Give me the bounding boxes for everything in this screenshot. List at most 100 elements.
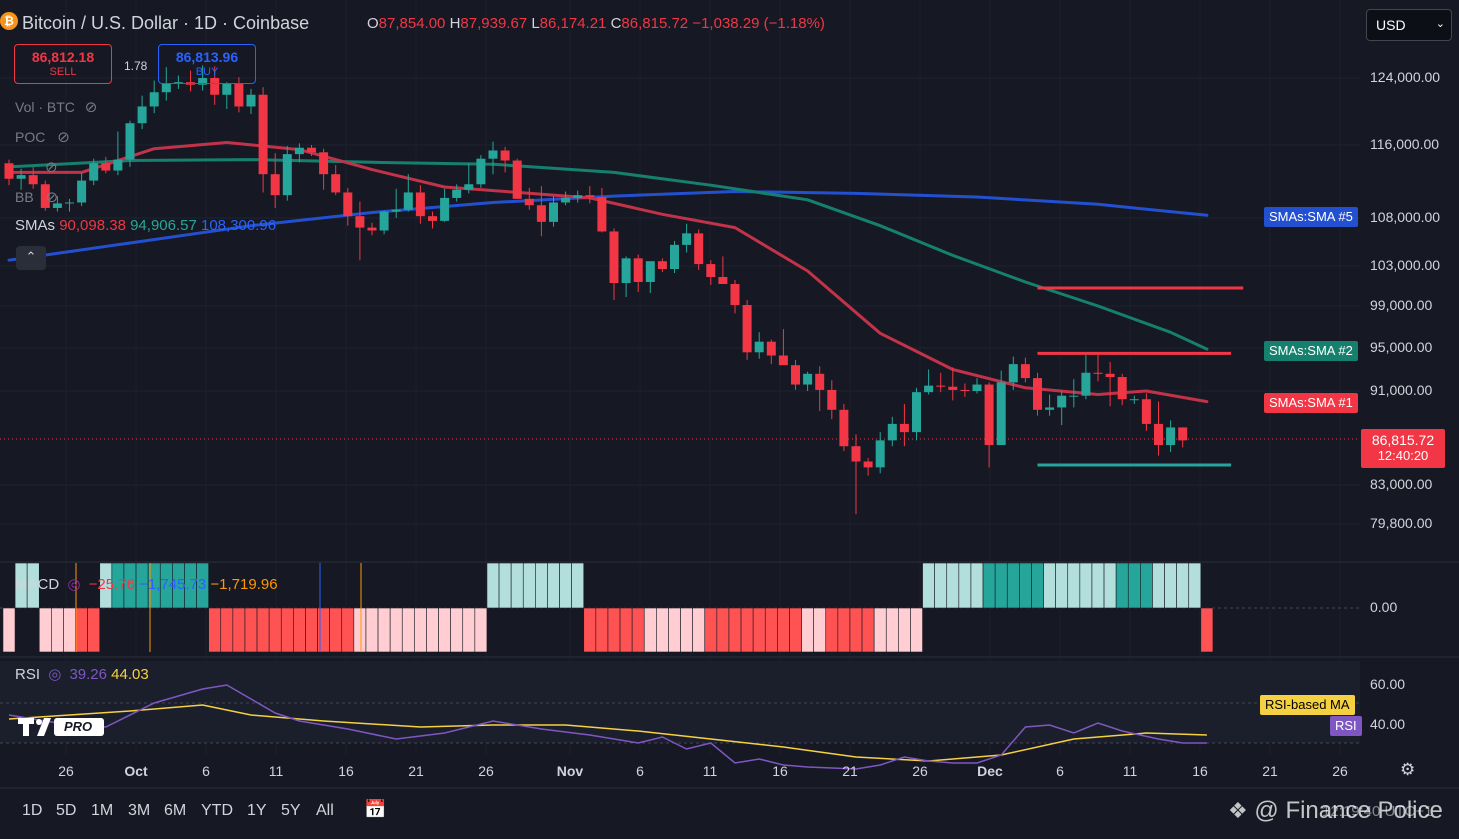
sma-legend[interactable]: SMAs 90,098.38 94,906.57 108,300.96 [15,217,277,234]
timeframe-button-1y[interactable]: 1Y [247,802,267,819]
x-tick-label: 11 [1122,763,1138,779]
candle-body [89,163,99,181]
timeframe-button-ytd[interactable]: YTD [201,802,233,819]
macd-bar [341,607,355,653]
currency-select[interactable]: USD ⌄ [1366,9,1452,41]
timeframe-button-1d[interactable]: 1D [22,802,43,819]
candle-body [524,198,534,206]
candle-body [113,159,123,171]
macd-bar [1079,562,1093,609]
candle [282,145,292,201]
bb-indicator[interactable]: BB ⊘ [15,188,59,206]
macd-bar [305,607,318,653]
macd-bar [450,607,464,653]
candle-body [1008,364,1018,383]
clock-readout[interactable]: 12:19:40 UTC+1 [1322,803,1433,820]
macd-bar [607,607,621,653]
timeframe-button-1m[interactable]: 1M [91,802,114,819]
macd-bar [837,607,851,653]
candle [1141,393,1151,431]
timeframe-button-5d[interactable]: 5D [56,802,77,819]
timeframe-button-all[interactable]: All [316,802,334,819]
candle [415,185,425,224]
macd-bar [244,607,258,653]
candle [912,387,921,441]
candle [500,146,510,173]
rsi-60-label: 60.00 [1370,676,1406,692]
macd-bar [1115,562,1129,609]
date-range-icon[interactable]: 📅 [364,799,387,820]
candle [89,158,99,186]
x-tick-label: Dec [977,763,1003,779]
macd-bar [1176,562,1190,609]
sell-button[interactable]: 86,812.18 SELL [14,44,112,84]
timeframe-button-3m[interactable]: 3M [128,802,151,819]
candle [1045,394,1055,416]
candle-body [912,392,921,433]
candle [778,329,788,366]
macd-bar [716,607,730,653]
symbol-title[interactable]: Bitcoin / U.S. Dollar · 1D · Coinbase [22,13,310,33]
macd-bar [329,607,343,653]
rsi-legend[interactable]: RSI ◎ 39.26 44.03 [15,665,149,683]
candle-body [476,158,486,185]
candle-body [609,231,619,283]
candle [682,223,692,253]
y-tick-label: 95,000.00 [1370,339,1433,355]
candle-body [645,261,655,282]
macd-bar [1031,562,1044,609]
candle [258,87,268,193]
macd-zero-label: 0.00 [1370,599,1398,615]
settings-gear-icon[interactable]: ⚙ [1400,760,1416,780]
candle [355,201,365,261]
eye-hidden-icon[interactable]: ⊘ [45,188,59,206]
drawn-levels[interactable] [1037,286,1244,467]
candle [65,198,74,212]
rsi-ma-line [8,704,1207,762]
candle [766,339,776,365]
last-price: 86,815.72 [1371,432,1435,448]
candle-body [1105,373,1115,378]
candle-body [270,174,280,196]
eye-hidden-icon[interactable]: ⊘ [45,158,58,176]
candle-body [173,82,183,84]
eye-hidden-icon[interactable]: ⊘ [84,98,98,116]
macd-settings-icon[interactable]: ◎ [67,575,81,593]
macd-bar [898,607,911,653]
bitcoin-icon: ₿ [0,12,18,30]
candle-body [294,147,304,155]
poc-indicator[interactable]: POC ⊘ [15,128,70,146]
macd-bar [1152,562,1165,609]
candle [633,254,643,292]
sell-label: SELL [49,66,77,78]
candle-body [875,440,885,468]
macd-bar [438,607,451,653]
macd-bar [656,607,669,653]
buy-button[interactable]: 86,813.96 BUY [158,44,256,84]
hidden-indicator[interactable]: ⊘ [15,158,58,176]
rsi-settings-icon[interactable]: ◎ [48,665,62,683]
vol-indicator[interactable]: Vol · BTC ⊘ [15,98,98,116]
candle-body [282,154,292,196]
candle [839,403,849,451]
candle [645,261,655,293]
candle [319,148,329,190]
candle-body [331,174,341,193]
candle-body [585,195,595,198]
timeframe-button-6m[interactable]: 6M [164,802,187,819]
macd-legend[interactable]: MACD ◎ −25.76 −1,745.73 −1,719.96 [15,575,278,593]
macd-bar [51,607,64,653]
candle-body [1129,399,1139,401]
candle [1081,352,1091,400]
collapse-legend-button[interactable]: ⌃ [16,246,46,270]
eye-hidden-icon[interactable]: ⊘ [57,128,70,146]
candle [77,173,87,207]
macd-bar [1140,562,1153,609]
macd-bar [510,562,524,609]
candle [827,380,837,420]
timeframe-button-5y[interactable]: 5Y [281,802,301,819]
last-price-tag: 86,815.72 12:40:20 [1361,429,1445,468]
macd-bar [414,607,427,653]
candle [28,166,38,189]
